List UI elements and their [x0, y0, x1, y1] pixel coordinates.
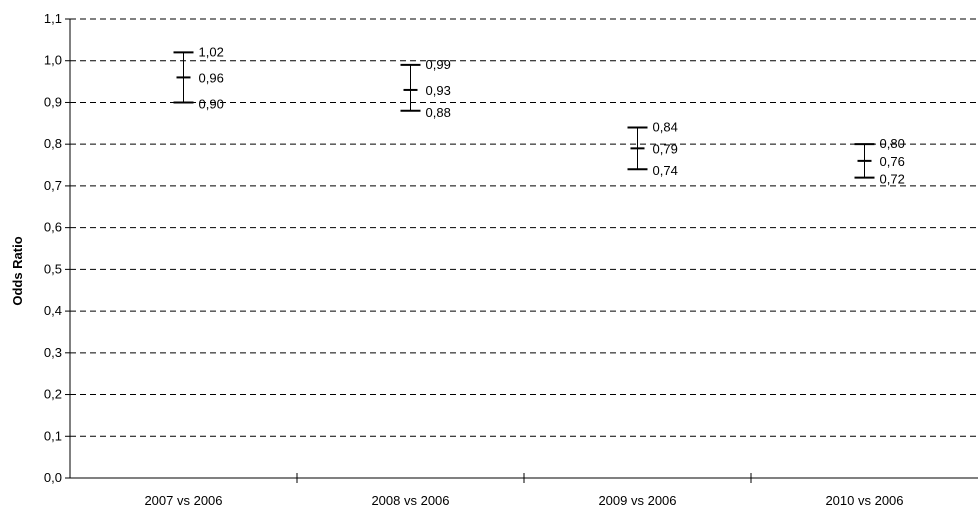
- ci-low-label: 0,88: [426, 105, 451, 120]
- y-tick-label: 1,0: [44, 53, 62, 68]
- ci-low-label: 0,90: [199, 96, 224, 111]
- y-tick-label: 0,6: [44, 220, 62, 235]
- x-tick-label: 2009 vs 2006: [598, 493, 676, 508]
- axes: [65, 18, 978, 483]
- y-tick-label: 0,1: [44, 428, 62, 443]
- x-tick-label: 2007 vs 2006: [144, 493, 222, 508]
- y-tick-label: 0,8: [44, 136, 62, 151]
- error-bar: 0,84 0,79 0,74: [627, 119, 678, 178]
- x-tick-label: 2008 vs 2006: [371, 493, 449, 508]
- error-bar: 0,99 0,93 0,88: [400, 57, 451, 120]
- ci-high-label: 0,84: [653, 119, 678, 134]
- error-bar: 1,02 0,96 0,90: [173, 44, 224, 111]
- ci-low-label: 0,72: [880, 172, 905, 187]
- error-bar: 0,80 0,76 0,72: [854, 136, 905, 187]
- odds-ratio-label: 0,79: [653, 141, 678, 156]
- y-tick-label: 0,2: [44, 387, 62, 402]
- y-tick-label: 0,4: [44, 303, 62, 318]
- y-tick-label: 0,5: [44, 261, 62, 276]
- y-tick-label: 0,7: [44, 178, 62, 193]
- odds-ratio-label: 0,93: [426, 83, 451, 98]
- y-tick-label: 0,3: [44, 345, 62, 360]
- ci-low-label: 0,74: [653, 163, 678, 178]
- y-axis-title: Odds Ratio: [10, 236, 25, 305]
- gridlines: [70, 18, 978, 437]
- y-tick-label: 0,9: [44, 94, 62, 109]
- ci-high-label: 0,99: [426, 57, 451, 72]
- y-tick-labels: 0,0 0,1 0,2 0,3 0,4 0,5 0,6 0,7 0,8 0,9 1,0 1,1: [44, 11, 62, 485]
- x-tick-labels: 2007 vs 2006 2008 vs 2006 2009 vs 2006 2010…: [144, 493, 903, 508]
- x-tick-label: 2010 vs 2006: [825, 493, 903, 508]
- odds-ratio-label: 0,76: [880, 154, 905, 169]
- ci-high-label: 0,80: [880, 136, 905, 151]
- odds-ratio-label: 0,96: [199, 70, 224, 85]
- y-tick-label: 1,1: [44, 11, 62, 26]
- ci-high-label: 1,02: [199, 44, 224, 59]
- error-bars: 1,02 0,96 0,90 0,99 0,93 0,88 0,84 0,79 0,74 0,80…: [173, 44, 905, 187]
- y-tick-label: 0,0: [44, 470, 62, 485]
